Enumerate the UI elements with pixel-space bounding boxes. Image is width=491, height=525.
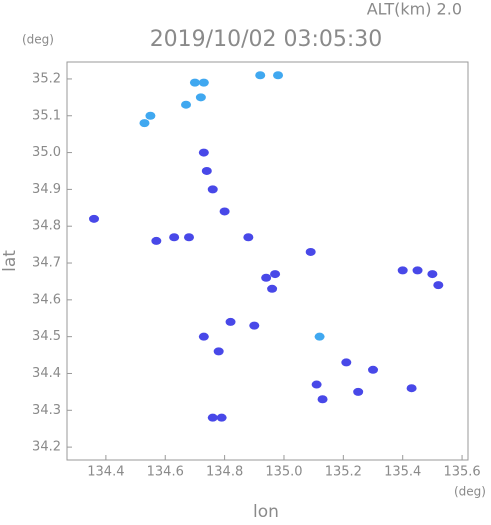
echo-cell: [219, 207, 230, 216]
y-tick-label: 35.1: [32, 108, 61, 123]
echo-cell: [201, 166, 212, 175]
echo-cell: [207, 185, 218, 194]
echo-cell: [273, 71, 284, 80]
y-tick-label: 34.7: [32, 256, 61, 271]
echo-cell: [195, 93, 206, 102]
echo-cell: [139, 119, 150, 128]
echo-cell: [213, 347, 224, 356]
echo-cell: [261, 273, 272, 282]
echo-cell: [433, 281, 444, 290]
echo-cell: [198, 148, 209, 157]
x-tick-label: 135.2: [325, 465, 362, 480]
x-tick-label: 134.4: [87, 465, 124, 480]
y-tick-label: 34.5: [32, 329, 61, 344]
y-tick-label: 35.0: [32, 145, 61, 160]
echo-cell: [368, 365, 379, 374]
x-tick-label: 134.8: [206, 465, 243, 480]
echo-cell: [198, 332, 209, 341]
echo-cell: [198, 78, 209, 87]
echo-cell: [207, 413, 218, 422]
y-unit: (deg): [22, 33, 54, 47]
altitude: ALT(km) 2.0: [367, 0, 462, 19]
echo-cell: [406, 384, 417, 393]
y-axis-label: lat: [0, 250, 20, 272]
echo-cell: [183, 233, 194, 242]
echo-cell: [314, 332, 325, 341]
echo-cell: [311, 380, 322, 389]
echo-cell: [145, 111, 156, 120]
echo-cell: [151, 236, 162, 245]
x-tick-label: 134.6: [147, 465, 184, 480]
echo-cell: [305, 247, 316, 256]
x-axis-label: lon: [253, 502, 279, 521]
echo-cell: [255, 71, 266, 80]
echo-cell: [243, 233, 254, 242]
chart-title: 2019/10/02 03:05:30: [150, 27, 383, 52]
echo-cell: [412, 266, 423, 275]
echo-cell: [397, 266, 408, 275]
y-tick-label: 34.6: [32, 292, 61, 307]
y-tick-label: 34.4: [32, 366, 61, 381]
y-tick-label: 34.8: [32, 219, 61, 234]
y-tick-label: 35.2: [32, 71, 61, 86]
echo-cell: [189, 78, 200, 87]
echo-cell: [169, 233, 180, 242]
x-tick-label: 135.4: [384, 465, 421, 480]
echo-cell: [225, 317, 236, 326]
echo-cell: [216, 413, 227, 422]
y-tick-label: 34.3: [32, 403, 61, 418]
echo-cell: [270, 270, 281, 279]
echo-cell: [249, 321, 260, 330]
y-tick-label: 34.2: [32, 440, 61, 455]
y-tick-label: 34.9: [32, 182, 61, 197]
x-tick-label: 135.0: [265, 465, 302, 480]
echo-cell: [181, 100, 192, 109]
echo-cell: [89, 214, 100, 223]
echo-cell: [427, 270, 438, 279]
echo-cell: [353, 387, 364, 396]
plot-frame: [66, 61, 469, 461]
echo-cell: [317, 395, 328, 404]
x-unit: (deg): [454, 485, 486, 499]
echo-cell: [341, 358, 352, 367]
echo-cell: [267, 284, 278, 293]
x-tick-label: 135.6: [443, 465, 480, 480]
